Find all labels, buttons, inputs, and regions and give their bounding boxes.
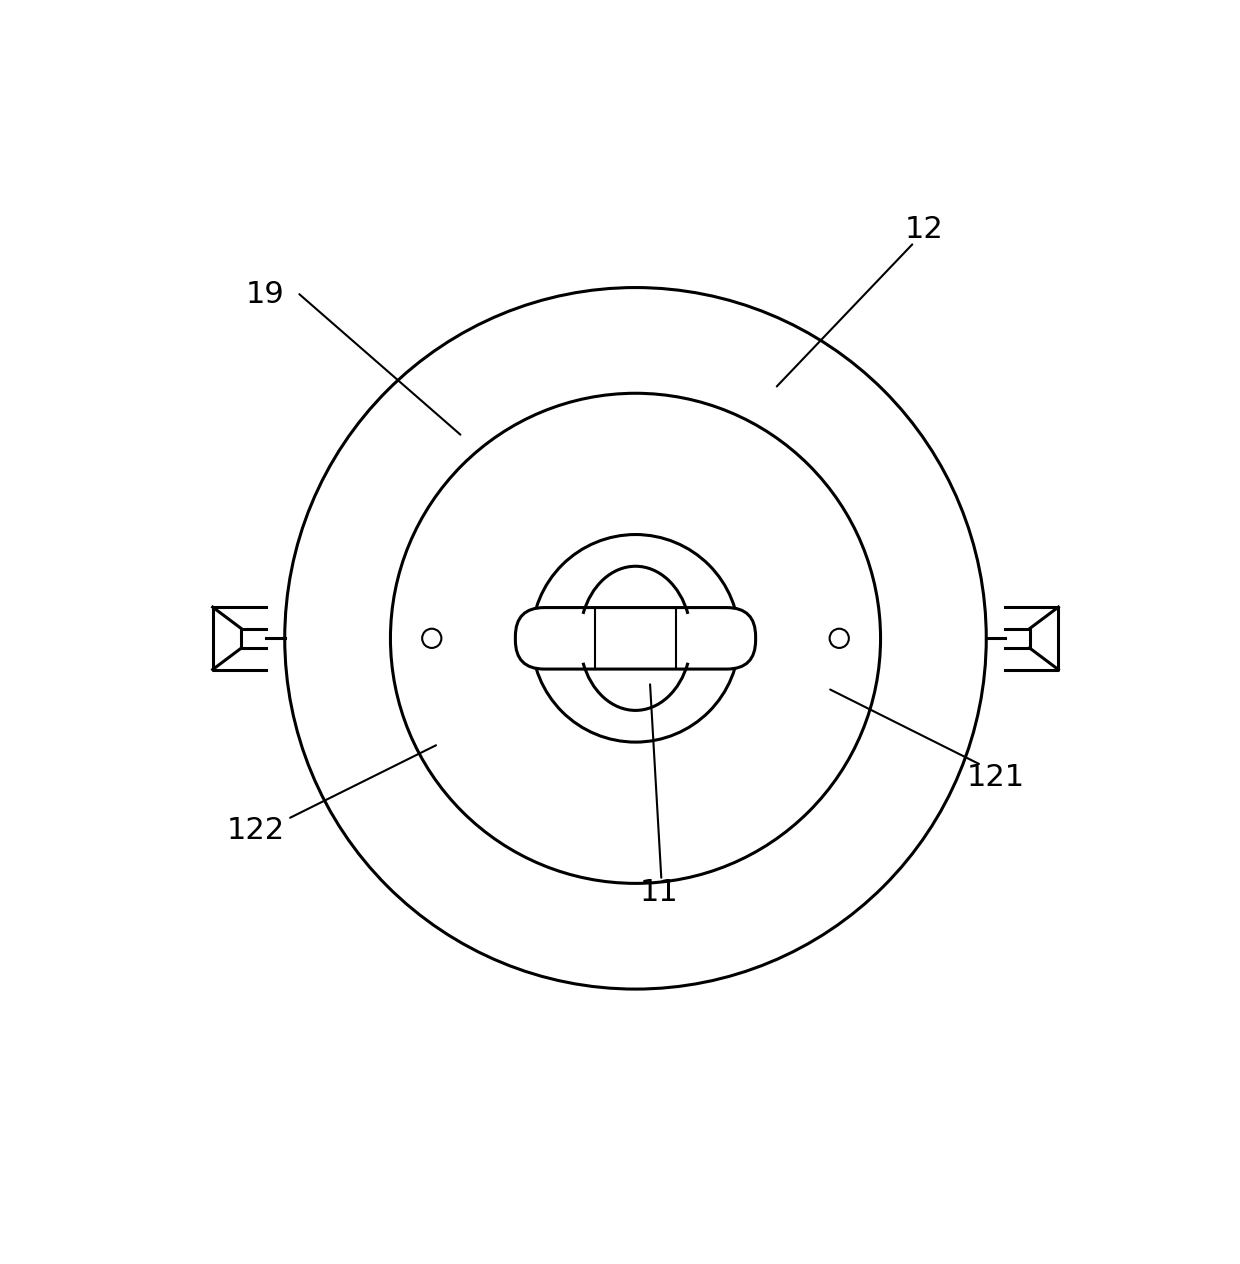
Text: 122: 122: [227, 817, 285, 846]
Text: 19: 19: [246, 279, 285, 308]
Text: 12: 12: [904, 215, 944, 244]
FancyBboxPatch shape: [516, 608, 755, 669]
Text: 11: 11: [640, 878, 680, 908]
Text: 121: 121: [967, 763, 1025, 793]
